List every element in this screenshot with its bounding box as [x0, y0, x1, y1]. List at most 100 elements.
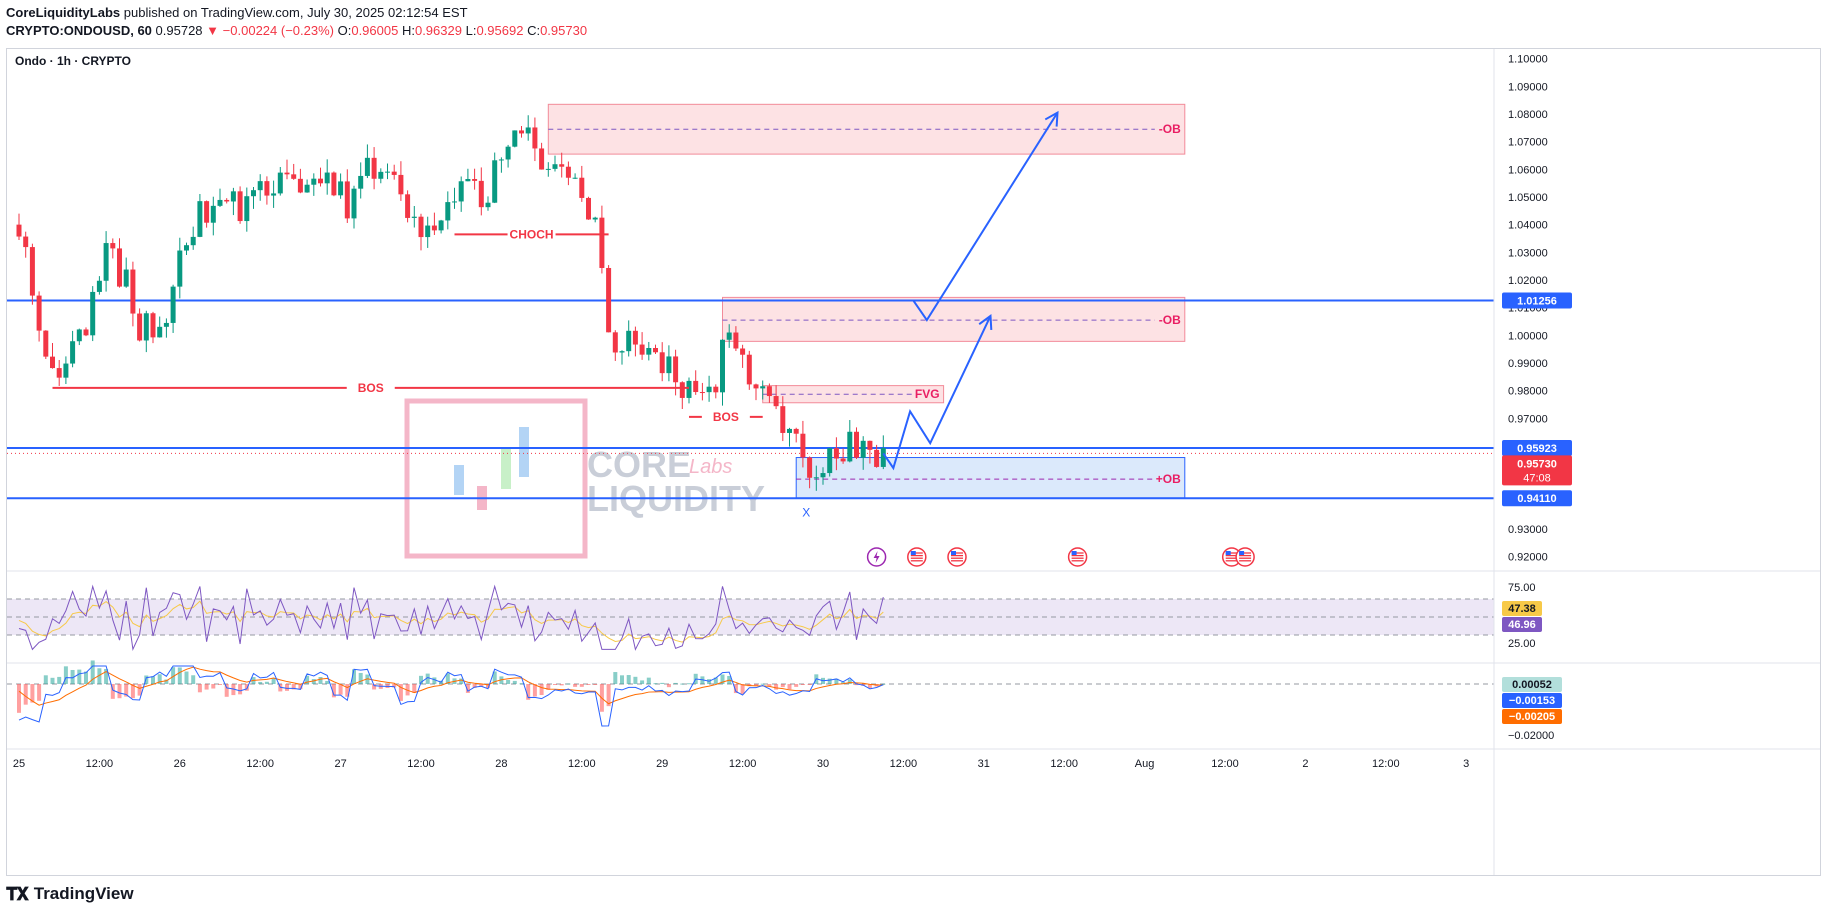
candle[interactable]	[740, 344, 746, 368]
candle[interactable]	[43, 330, 49, 359]
candle[interactable]	[632, 326, 638, 357]
candle[interactable]	[458, 176, 464, 212]
candle[interactable]	[478, 167, 484, 216]
candle[interactable]	[184, 242, 189, 255]
us-flag-event-icon[interactable]	[1235, 547, 1255, 567]
candle[interactable]	[364, 144, 370, 179]
candle[interactable]	[854, 427, 859, 459]
candle[interactable]	[311, 173, 317, 196]
candle[interactable]	[197, 193, 203, 238]
candle[interactable]	[230, 187, 236, 216]
candle[interactable]	[70, 330, 76, 368]
candle[interactable]	[706, 375, 712, 402]
candle[interactable]	[36, 291, 42, 342]
candle[interactable]	[385, 163, 390, 180]
candle[interactable]	[378, 168, 384, 184]
candle[interactable]	[190, 226, 196, 250]
candle[interactable]	[847, 420, 853, 463]
candle[interactable]	[505, 144, 511, 168]
candle[interactable]	[787, 427, 792, 447]
publisher-name[interactable]: CoreLiquidityLabs	[6, 5, 121, 20]
candle[interactable]	[800, 420, 806, 468]
candle[interactable]	[237, 186, 243, 224]
candle[interactable]	[277, 167, 283, 196]
candle[interactable]	[23, 231, 29, 258]
candle[interactable]	[525, 115, 531, 141]
candle[interactable]	[867, 440, 873, 464]
candle[interactable]	[358, 162, 364, 199]
candle[interactable]	[170, 284, 176, 333]
candle[interactable]	[251, 186, 256, 209]
candle[interactable]	[686, 377, 692, 404]
candle[interactable]	[813, 465, 819, 491]
candle[interactable]	[391, 164, 397, 180]
candle[interactable]	[291, 163, 297, 180]
candle[interactable]	[284, 159, 290, 180]
candle[interactable]	[666, 345, 672, 382]
us-flag-event-icon[interactable]	[947, 547, 967, 567]
candle[interactable]	[699, 382, 705, 401]
candle[interactable]	[746, 350, 752, 390]
candle[interactable]	[351, 185, 357, 229]
candle[interactable]	[465, 168, 471, 182]
candle[interactable]	[29, 243, 35, 305]
candle[interactable]	[874, 444, 880, 468]
candle[interactable]	[485, 196, 491, 211]
chart-frame[interactable]: Ondo · 1h · CRYPTO CORE LIQUIDITY Labs -OB -…	[6, 48, 1821, 876]
candle[interactable]	[371, 147, 377, 190]
candle[interactable]	[606, 265, 612, 333]
candle[interactable]	[318, 167, 323, 187]
candle[interactable]	[827, 447, 833, 477]
candle[interactable]	[726, 324, 732, 348]
candle[interactable]	[539, 142, 545, 170]
candle[interactable]	[860, 436, 866, 470]
candle[interactable]	[96, 276, 102, 295]
candle[interactable]	[338, 173, 344, 199]
candle[interactable]	[492, 152, 498, 204]
candle[interactable]	[532, 117, 538, 162]
candle[interactable]	[130, 261, 136, 327]
candle[interactable]	[137, 308, 143, 342]
candle[interactable]	[83, 327, 89, 337]
candle[interactable]	[331, 171, 337, 197]
candle[interactable]	[63, 356, 69, 385]
tradingview-logo-icon[interactable]: 𝐓𝐗	[6, 883, 29, 904]
candle[interactable]	[103, 231, 109, 292]
candle[interactable]	[210, 196, 216, 236]
candle[interactable]	[559, 152, 565, 178]
candle[interactable]	[720, 339, 725, 406]
candle[interactable]	[117, 238, 122, 288]
candle[interactable]	[579, 165, 585, 202]
candle[interactable]	[599, 205, 605, 274]
candle[interactable]	[693, 370, 699, 395]
lightning-event-icon[interactable]	[866, 547, 887, 567]
candle[interactable]	[545, 162, 551, 177]
candle[interactable]	[653, 344, 658, 354]
candle[interactable]	[271, 180, 277, 208]
candle[interactable]	[90, 286, 96, 342]
candle[interactable]	[646, 341, 652, 361]
candle[interactable]	[639, 332, 645, 360]
candle[interactable]	[204, 200, 210, 228]
candle[interactable]	[177, 237, 183, 299]
candle[interactable]	[110, 238, 116, 259]
candle[interactable]	[418, 213, 424, 251]
candle[interactable]	[773, 385, 779, 410]
candle[interactable]	[619, 350, 625, 365]
candle[interactable]	[157, 316, 163, 338]
candle[interactable]	[264, 176, 270, 205]
candle[interactable]	[512, 130, 518, 148]
candle[interactable]	[733, 326, 739, 352]
candle[interactable]	[405, 190, 411, 223]
candle[interactable]	[572, 173, 578, 180]
candle[interactable]	[880, 435, 886, 470]
candle[interactable]	[713, 384, 719, 399]
candle[interactable]	[438, 219, 444, 234]
candle[interactable]	[833, 437, 839, 471]
candle[interactable]	[257, 174, 263, 201]
candle[interactable]	[445, 191, 451, 230]
candle[interactable]	[679, 381, 685, 410]
candle[interactable]	[820, 467, 826, 485]
candle[interactable]	[592, 216, 598, 223]
candle[interactable]	[452, 187, 457, 209]
